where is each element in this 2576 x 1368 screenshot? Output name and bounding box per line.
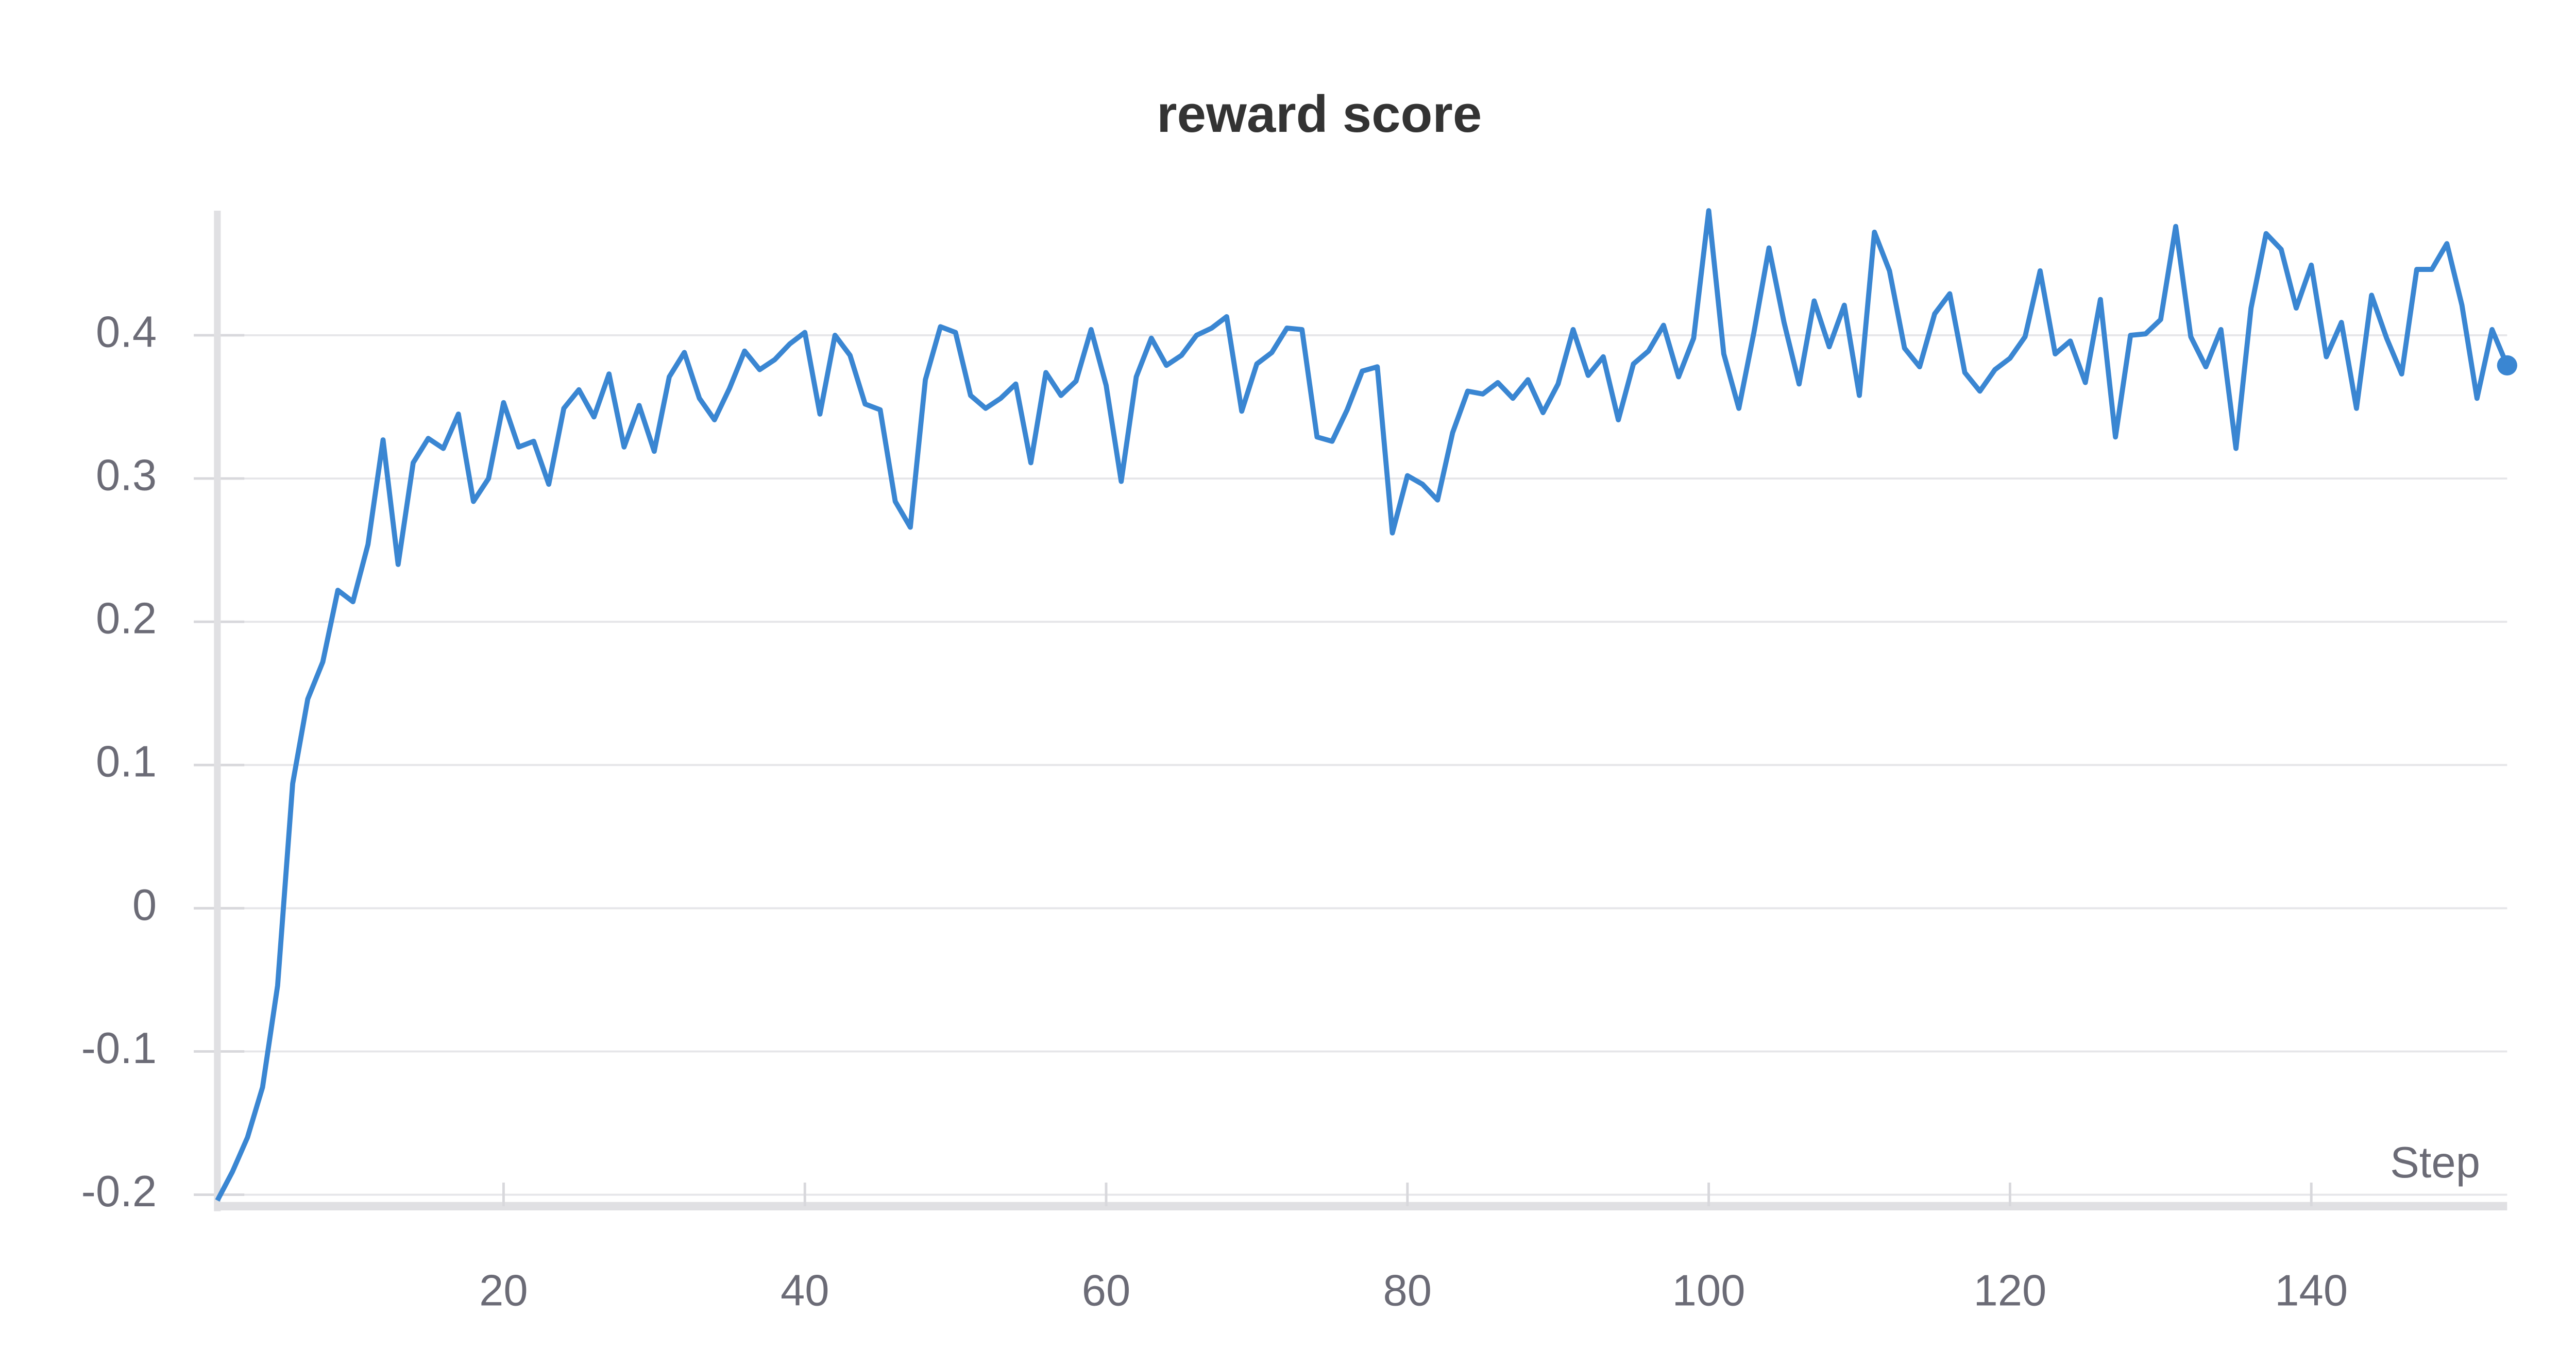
x-tick-label: 120 [1973, 1266, 2046, 1315]
y-tick-label: 0.3 [96, 451, 157, 500]
y-tick-label: -0.2 [81, 1167, 157, 1216]
x-axis-label: Step [2390, 1138, 2480, 1187]
x-tick-label: 60 [1082, 1266, 1131, 1315]
x-tick-label: 100 [1672, 1266, 1745, 1315]
y-tick-label: 0.4 [96, 307, 157, 356]
x-tick-label: 40 [781, 1266, 829, 1315]
y-tick-label: -0.1 [81, 1024, 157, 1073]
x-tick-label: 80 [1383, 1266, 1432, 1315]
y-tick-label: 0 [132, 881, 157, 930]
line-series [215, 208, 2510, 1202]
end-dot [2497, 355, 2517, 375]
x-tick-label: 20 [479, 1266, 528, 1315]
y-tick-label: 0.2 [96, 594, 157, 643]
chart-title: reward score [1157, 85, 1482, 143]
y-tick-label: 0.1 [96, 738, 157, 786]
x-tick-label: 140 [2275, 1266, 2348, 1315]
